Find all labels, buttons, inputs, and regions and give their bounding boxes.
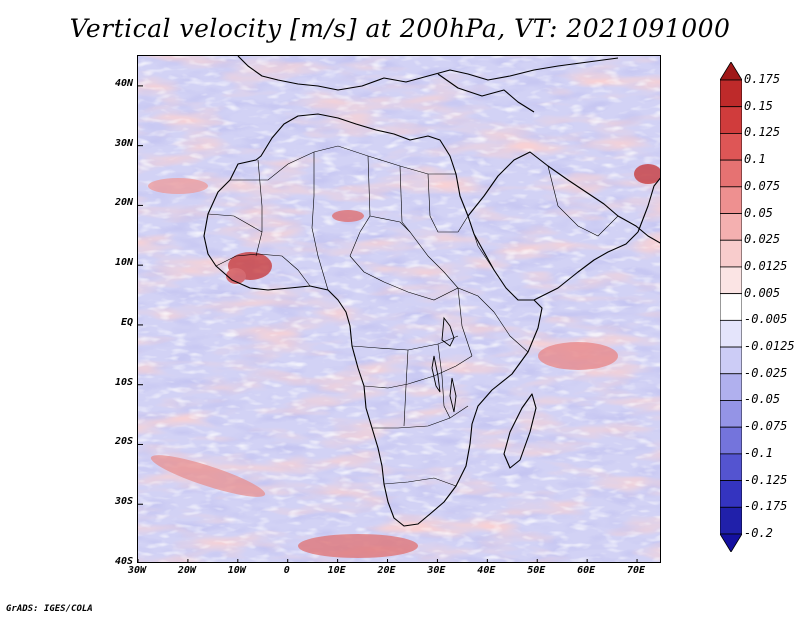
lon-tick-label: 60E	[577, 565, 596, 576]
colorbar-bin	[720, 373, 742, 401]
levant-coastline	[437, 73, 535, 113]
colorbar-bin	[720, 293, 742, 321]
colorbar-top-arrow	[720, 62, 742, 81]
lake-malawi	[449, 377, 457, 413]
india-coastline	[637, 177, 660, 233]
colorbar-label: 0.005	[744, 285, 781, 300]
colorbar-label: -0.0125	[744, 339, 795, 354]
lat-tick-label: 10S	[114, 376, 133, 388]
colorbar-label: 0.125	[744, 125, 781, 140]
colorbar-label: -0.175	[744, 499, 788, 514]
colorbar-bin	[720, 79, 742, 108]
lat-tick-label: 40N	[114, 77, 133, 89]
lon-tick-label: 50E	[527, 565, 546, 576]
colorbar-bin	[720, 266, 742, 295]
lon-tick-label: 20E	[377, 565, 396, 576]
colorbar-label: 0.175	[744, 72, 781, 86]
colorbar-label: -0.025	[744, 365, 788, 380]
arabia-coastline	[467, 151, 660, 244]
lat-tick-label: 20N	[114, 197, 133, 209]
colorbar-label: -0.05	[744, 392, 781, 407]
lon-tick-label: 40E	[477, 565, 496, 576]
lat-tick-label: EQ	[120, 316, 133, 328]
colorbar-bin	[720, 426, 742, 455]
coastlines	[203, 56, 660, 527]
lake-tanganyika	[431, 355, 441, 393]
colorbar-bin	[720, 133, 742, 161]
lon-tick-label: 30E	[427, 565, 446, 576]
madagascar-coastline	[503, 393, 537, 469]
colorbar-label: 0.1	[744, 152, 766, 167]
colorbar-label: 0.15	[744, 98, 773, 113]
colorbar-bin	[720, 106, 742, 134]
lon-tick-label: 10W	[227, 565, 246, 576]
colorbar-bin	[720, 239, 742, 268]
lat-tick-label: 40S	[114, 556, 133, 567]
colorbar-label: -0.1	[744, 445, 773, 460]
colorbar-label: 0.05	[744, 205, 773, 220]
colorbar-label: -0.2	[744, 526, 773, 540]
colorbar	[720, 62, 742, 552]
grads-credit: GrADS: IGES/COLA	[6, 604, 93, 614]
colorbar-bin	[720, 453, 742, 481]
lon-tick-label: 10E	[327, 565, 346, 576]
vertical-velocity-map	[138, 56, 660, 562]
colorbar-bin	[720, 319, 742, 348]
colorbar-label: -0.075	[744, 419, 788, 434]
lakes	[431, 316, 457, 413]
colorbar-label: 0.025	[744, 232, 781, 247]
colorbar-label: -0.005	[744, 312, 788, 327]
chart-title: Vertical velocity [m/s] at 200hPa, VT: 2…	[69, 14, 731, 43]
gulf-of-aden-coastline	[533, 231, 639, 301]
lake-victoria	[441, 316, 455, 347]
colorbar-label: 0.075	[744, 178, 781, 193]
africa-coastline	[203, 113, 543, 527]
lon-tick-label: 30W	[127, 565, 147, 576]
country-borders	[207, 145, 619, 487]
lon-tick-label: 0	[283, 565, 290, 576]
lat-tick-label: 30S	[114, 496, 133, 508]
colorbar-bin	[720, 186, 742, 214]
strong-ascent-patches	[148, 164, 660, 558]
lat-tick-label: 20S	[114, 436, 133, 448]
colorbar-bin	[720, 400, 742, 428]
colorbar-bin	[720, 480, 742, 508]
map-panel	[137, 55, 661, 563]
mediterranean-coastline	[237, 56, 619, 91]
colorbar-bin	[720, 213, 742, 241]
lat-tick-label: 30N	[114, 137, 133, 149]
colorbar-bottom-arrow	[720, 533, 742, 552]
lon-tick-label: 70E	[627, 565, 646, 576]
colorbar-bin	[720, 346, 742, 375]
colorbar-label: -0.125	[744, 472, 788, 487]
lon-tick-label: 20W	[177, 565, 196, 576]
colorbar-bin	[720, 506, 742, 535]
colorbar-label: 0.0125	[744, 258, 788, 273]
lat-tick-label: 10N	[114, 257, 133, 269]
colorbar-bin	[720, 159, 742, 188]
